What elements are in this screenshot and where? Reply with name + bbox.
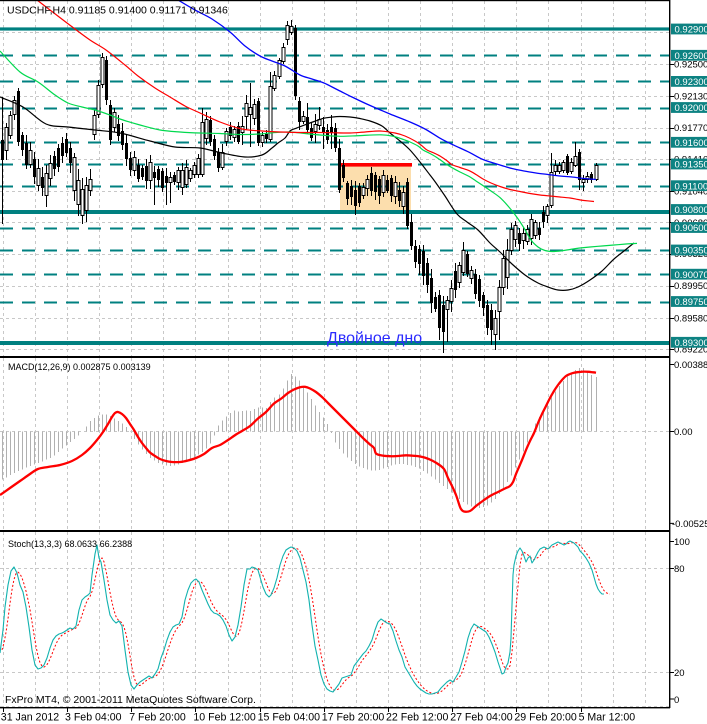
svg-text:15 Feb 04:00: 15 Feb 04:00 bbox=[258, 712, 321, 724]
svg-text:0.92500: 0.92500 bbox=[674, 60, 707, 71]
svg-text:29 Feb 20:00: 29 Feb 20:00 bbox=[514, 712, 577, 724]
svg-text:20: 20 bbox=[674, 668, 685, 679]
svg-text:100: 100 bbox=[674, 537, 690, 548]
svg-text:7 Feb 20:00: 7 Feb 20:00 bbox=[129, 712, 186, 724]
svg-text:0.91600: 0.91600 bbox=[675, 138, 707, 149]
svg-text:USDCHF,H4 0.91185 0.91400 0.9: USDCHF,H4 0.91185 0.91400 0.91171 0.9134… bbox=[7, 5, 228, 17]
svg-text:0.89950: 0.89950 bbox=[674, 281, 707, 292]
svg-text:0: 0 bbox=[674, 695, 679, 706]
svg-text:5 Mar 12:00: 5 Mar 12:00 bbox=[579, 712, 636, 724]
svg-text:0.89300: 0.89300 bbox=[675, 338, 707, 349]
svg-text:0.90070: 0.90070 bbox=[675, 270, 707, 281]
svg-text:0.92900: 0.92900 bbox=[675, 25, 707, 36]
svg-text:FxPro MT4, © 2001-2011 MetaQuo: FxPro MT4, © 2001-2011 MetaQuotes Softwa… bbox=[5, 694, 256, 706]
svg-text:-0.00525: -0.00525 bbox=[672, 519, 707, 530]
svg-text:0.91040: 0.91040 bbox=[674, 186, 707, 197]
svg-text:0.92300: 0.92300 bbox=[675, 77, 707, 88]
svg-text:22 Feb 12:00: 22 Feb 12:00 bbox=[386, 712, 449, 724]
svg-text:27 Feb 04:00: 27 Feb 04:00 bbox=[450, 712, 513, 724]
svg-text:Двойное дно: Двойное дно bbox=[327, 330, 422, 347]
svg-text:MACD(12,26,9) 0.002875 0.00313: MACD(12,26,9) 0.002875 0.003139 bbox=[8, 362, 151, 372]
svg-text:0.89750: 0.89750 bbox=[675, 297, 707, 308]
svg-text:31 Jan 2012: 31 Jan 2012 bbox=[1, 712, 59, 724]
svg-text:0.91350: 0.91350 bbox=[675, 160, 707, 171]
svg-text:0.00388: 0.00388 bbox=[674, 360, 707, 371]
svg-text:0.90350: 0.90350 bbox=[675, 246, 707, 257]
svg-text:0.89220: 0.89220 bbox=[674, 345, 707, 356]
svg-text:0.89580: 0.89580 bbox=[674, 313, 707, 324]
svg-text:10 Feb 12:00: 10 Feb 12:00 bbox=[193, 712, 256, 724]
svg-text:0.92000: 0.92000 bbox=[675, 103, 707, 114]
svg-text:3 Feb 04:00: 3 Feb 04:00 bbox=[65, 712, 122, 724]
svg-text:0.92130: 0.92130 bbox=[674, 92, 707, 103]
svg-text:0.90800: 0.90800 bbox=[675, 205, 707, 216]
svg-text:Stoch(13,3,3) 68.0633 66.2388: Stoch(13,3,3) 68.0633 66.2388 bbox=[8, 539, 132, 549]
svg-text:0.91770: 0.91770 bbox=[674, 123, 707, 134]
svg-text:0.00: 0.00 bbox=[674, 427, 693, 438]
svg-text:0.92600: 0.92600 bbox=[675, 51, 707, 62]
svg-text:17 Feb 20:00: 17 Feb 20:00 bbox=[322, 712, 385, 724]
svg-text:80: 80 bbox=[674, 564, 685, 575]
svg-text:0.91100: 0.91100 bbox=[675, 181, 707, 192]
svg-text:0.90600: 0.90600 bbox=[675, 223, 707, 234]
